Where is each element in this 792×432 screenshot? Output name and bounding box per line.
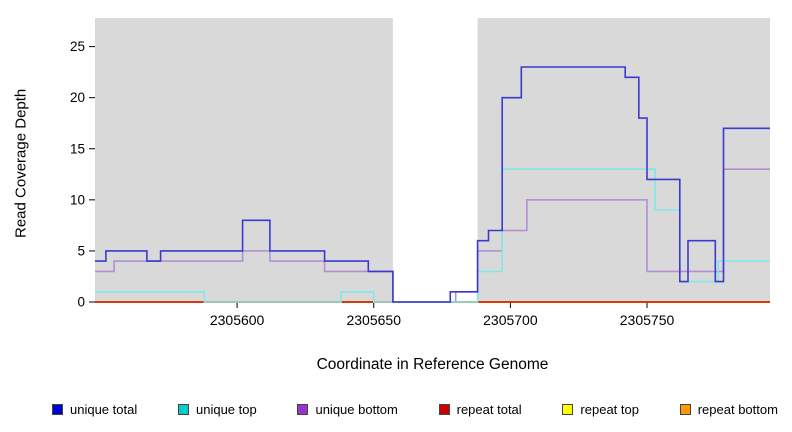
y-tick-label: 20 <box>70 90 85 105</box>
y-tick-label: 5 <box>77 243 85 258</box>
x-tick-label: 2305600 <box>210 312 265 328</box>
unique-top-swatch-icon <box>177 404 189 415</box>
repeat-total-swatch-icon <box>438 404 450 415</box>
x-tick-label: 2305750 <box>620 312 675 328</box>
unique-total-swatch-icon <box>52 404 63 415</box>
gap-region <box>392 18 478 302</box>
legend-item-repeat-bottom: repeat bottom <box>679 402 778 417</box>
x-axis-title: Coordinate in Reference Genome <box>316 356 549 373</box>
legend-item-unique-top: unique top <box>177 402 257 417</box>
legend: unique total unique top unique bottom repea… <box>0 402 792 417</box>
legend-item-unique-total: unique total <box>52 402 137 417</box>
coverage-plot: 0 5 10 15 20 25 2305600 2305650 2305700 2305750 <box>70 18 770 328</box>
legend-item-unique-bottom: unique bottom <box>297 402 398 417</box>
y-tick-label: 25 <box>70 39 85 54</box>
x-tick-label: 2305700 <box>483 312 538 328</box>
repeat-top-swatch-icon <box>562 404 574 415</box>
legend-label: repeat top <box>580 402 639 417</box>
legend-item-repeat-total: repeat total <box>438 402 522 417</box>
series-unique-total <box>95 66 770 303</box>
legend-label: repeat bottom <box>697 402 778 417</box>
legend-label: unique bottom <box>315 402 398 417</box>
y-axis-title: Read Coverage Depth <box>12 88 30 238</box>
y-tick-label: 10 <box>70 192 85 207</box>
unique-bottom-swatch-icon <box>297 404 309 415</box>
x-tick-label: 2305650 <box>346 312 401 328</box>
y-tick-label: 0 <box>77 295 85 310</box>
repeat-bottom-swatch-icon <box>679 404 691 415</box>
legend-label: unique top <box>195 402 257 417</box>
legend-label: repeat total <box>456 402 522 417</box>
series-unique-bottom <box>95 168 770 303</box>
legend-label: unique total <box>70 402 138 417</box>
y-tick-label: 15 <box>70 141 85 156</box>
legend-item-repeat-top: repeat top <box>562 402 639 417</box>
